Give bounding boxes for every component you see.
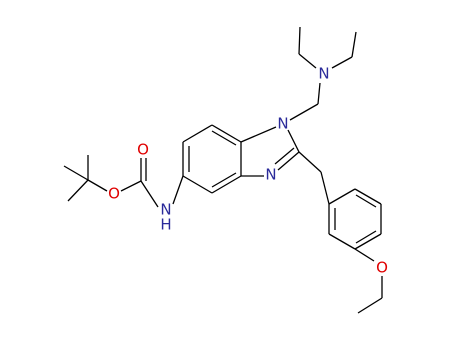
atom-label: N — [265, 166, 276, 184]
atom-label: N — [277, 115, 288, 133]
atom-label: N — [318, 65, 329, 83]
atom-label: O — [376, 259, 388, 277]
bonds — [63, 26, 383, 314]
atom-label: O — [108, 185, 120, 203]
atom-label: N — [160, 201, 171, 219]
atom-label: H — [160, 216, 171, 234]
atom-label: O — [137, 141, 149, 159]
